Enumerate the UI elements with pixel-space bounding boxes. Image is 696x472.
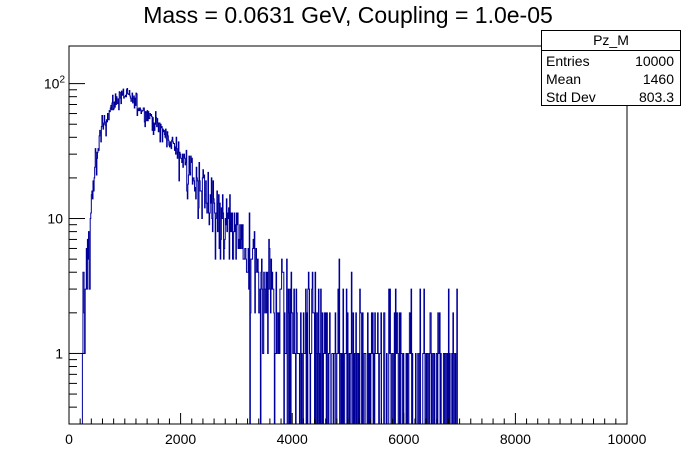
stats-mean-row: Mean 1460 <box>542 70 680 88</box>
stats-box: Pz_M Entries 10000 Mean 1460 Std Dev 803… <box>541 30 681 106</box>
stats-stddev-value: 803.3 <box>638 89 674 105</box>
axes: 0 2000 4000 6000 8000 10000 1 10 102 <box>44 75 647 447</box>
x-tick-label: 8000 <box>500 431 531 447</box>
y-tick-label: 1 <box>55 345 63 361</box>
stats-stddev-row: Std Dev 803.3 <box>542 88 680 106</box>
stats-mean-label: Mean <box>546 71 582 87</box>
chart-title: Mass = 0.0631 GeV, Coupling = 1.0e-05 <box>143 2 553 28</box>
x-tick-label: 6000 <box>388 431 419 447</box>
stats-entries-value: 10000 <box>635 53 674 69</box>
y-tick-label: 102 <box>44 75 66 92</box>
x-tick-label: 4000 <box>277 431 308 447</box>
stats-stddev-label: Std Dev <box>546 89 596 105</box>
stats-mean-value: 1460 <box>642 71 674 87</box>
y-tick-label: 10 <box>47 211 63 227</box>
x-tick-label: 10000 <box>608 431 647 447</box>
stats-entries-row: Entries 10000 <box>542 52 680 70</box>
histogram-bars <box>69 88 627 425</box>
histogram-line <box>69 88 627 425</box>
x-tick-label: 0 <box>65 431 73 447</box>
stats-title: Pz_M <box>542 31 680 51</box>
x-tick-label: 2000 <box>165 431 196 447</box>
stats-entries-label: Entries <box>546 53 590 69</box>
